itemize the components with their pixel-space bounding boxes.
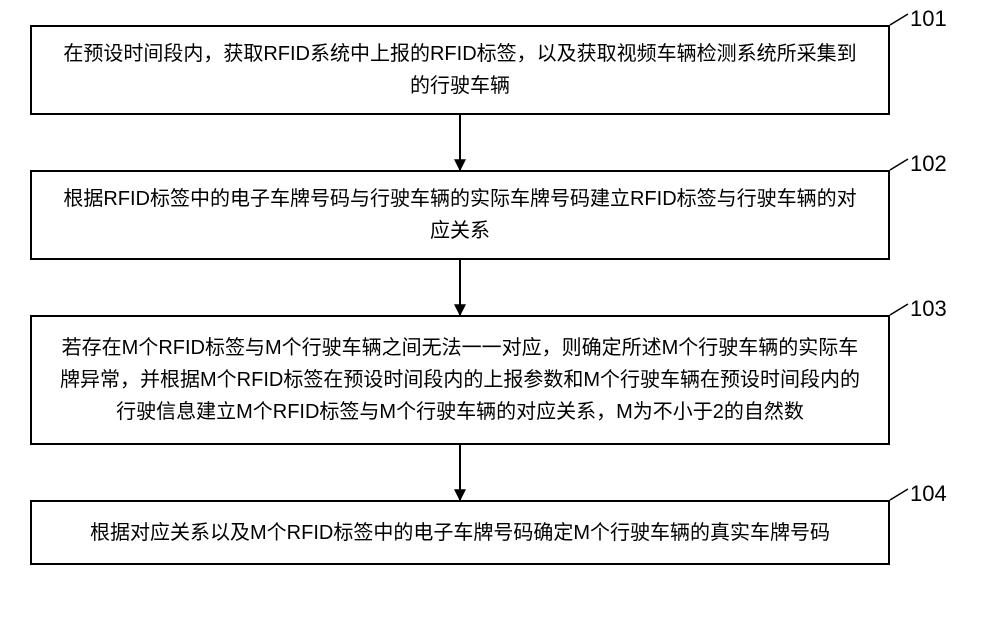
- flow-node-n1: 在预设时间段内，获取RFID系统中上报的RFID标签，以及获取视频车辆检测系统所…: [30, 25, 890, 115]
- flow-node-text: 在预设时间段内，获取RFID系统中上报的RFID标签，以及获取视频车辆检测系统所…: [56, 38, 864, 102]
- flow-node-n3: 若存在M个RFID标签与M个行驶车辆之间无法一一对应，则确定所述M个行驶车辆的实…: [30, 315, 890, 445]
- flow-node-n2: 根据RFID标签中的电子车牌号码与行驶车辆的实际车牌号码建立RFID标签与行驶车…: [30, 170, 890, 260]
- label-leader-line: [890, 14, 908, 25]
- label-leader-line: [890, 159, 908, 170]
- flow-node-text: 若存在M个RFID标签与M个行驶车辆之间无法一一对应，则确定所述M个行驶车辆的实…: [56, 332, 864, 428]
- flow-node-label-n1: 101: [910, 6, 947, 32]
- flow-node-label-text: 103: [910, 296, 947, 321]
- flow-node-label-text: 101: [910, 6, 947, 31]
- flow-node-n4: 根据对应关系以及M个RFID标签中的电子车牌号码确定M个行驶车辆的真实车牌号码: [30, 500, 890, 565]
- flow-node-label-n2: 102: [910, 151, 947, 177]
- flow-node-text: 根据对应关系以及M个RFID标签中的电子车牌号码确定M个行驶车辆的真实车牌号码: [90, 517, 830, 549]
- flow-node-label-n4: 104: [910, 481, 947, 507]
- flow-node-text: 根据RFID标签中的电子车牌号码与行驶车辆的实际车牌号码建立RFID标签与行驶车…: [56, 183, 864, 247]
- label-leader-line: [890, 489, 908, 500]
- flow-node-label-n3: 103: [910, 296, 947, 322]
- flowchart-canvas: 在预设时间段内，获取RFID系统中上报的RFID标签，以及获取视频车辆检测系统所…: [0, 0, 1000, 641]
- flow-node-label-text: 102: [910, 151, 947, 176]
- label-leader-line: [890, 304, 908, 315]
- flow-node-label-text: 104: [910, 481, 947, 506]
